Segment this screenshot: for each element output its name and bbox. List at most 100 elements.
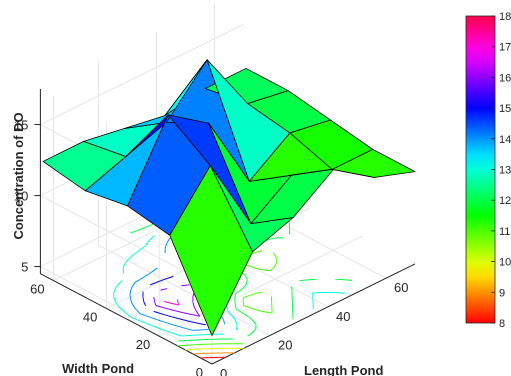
colorbar-tick-label: 18 [499, 11, 511, 23]
contour-segment [130, 285, 134, 290]
contour-segment [248, 293, 256, 297]
contour-segment [165, 314, 172, 318]
contour-segment [260, 310, 269, 313]
y-tick-label: 40 [83, 309, 97, 324]
contour-segment [124, 261, 127, 264]
contour-segment [187, 313, 195, 316]
contour-segment [141, 226, 148, 230]
contour-segment [157, 319, 163, 322]
contour-segment [142, 297, 145, 302]
contour-segment [125, 258, 130, 263]
colorbar-tick-label: 11 [499, 226, 510, 238]
contour-segment [243, 304, 250, 308]
contour-segment [194, 308, 197, 311]
contour-segment [184, 319, 191, 323]
surface-layer [42, 59, 416, 337]
contour-segment [173, 333, 176, 335]
contour-segment [122, 270, 125, 274]
z-tick-label: 15 [14, 118, 28, 133]
contour-segment [234, 304, 237, 310]
contour-segment [144, 242, 148, 247]
contour-segment [251, 251, 256, 254]
colorbar-ticks: 8 9 10 11 12 13 14 15 16 17 18 [491, 11, 511, 330]
contour-segment [197, 313, 201, 317]
contour-segment [272, 252, 277, 257]
contour-segment [197, 322, 205, 326]
surface-patch [331, 148, 416, 178]
contour-segment [275, 255, 278, 259]
contour-segment [147, 223, 153, 227]
y-tick-label: 20 [136, 337, 150, 352]
contour-segment [241, 272, 246, 277]
contour-segment [140, 245, 146, 250]
contour-segment [174, 310, 182, 313]
contour-segment [235, 308, 241, 313]
colorbar-tick-label: 16 [499, 72, 511, 84]
contour-segment [136, 309, 141, 314]
contour-segment [251, 329, 256, 334]
contour-segment [248, 306, 255, 310]
colorbar-tick-label: 14 [499, 134, 511, 146]
contour-segment [170, 302, 178, 306]
contour-segment [132, 281, 136, 287]
contour-segment [235, 290, 241, 295]
contour-segment [113, 287, 117, 292]
contour-segment [177, 318, 185, 321]
contour-segment [252, 266, 257, 269]
contour-segment [221, 317, 224, 321]
contour-segment [234, 319, 238, 324]
contour-segment [254, 323, 257, 326]
contour-segment [116, 283, 120, 287]
contour-segment [131, 302, 135, 307]
contour-segment [186, 328, 194, 331]
contour-segment [168, 308, 175, 312]
x-tick-label: 20 [278, 337, 292, 352]
contour-segment [150, 317, 157, 320]
contour-segment [195, 309, 199, 314]
contour-segment [235, 327, 238, 331]
contour-segment [129, 290, 132, 295]
contour-segment [181, 311, 184, 314]
contour-segment [243, 295, 250, 299]
contour-segment [131, 317, 138, 321]
contour-segment [127, 314, 132, 318]
contour-segment [228, 312, 233, 317]
contour-segment [274, 263, 277, 267]
contour-segment [153, 297, 156, 302]
contour-segment [133, 306, 136, 309]
contour-segment [171, 316, 179, 320]
contour-segment [139, 313, 146, 317]
contour-segment [190, 321, 198, 324]
contour-segment [244, 313, 250, 318]
contour-segment [239, 287, 244, 292]
contour-segment [226, 308, 229, 311]
contour-segment [181, 284, 188, 287]
contour-segment [115, 286, 117, 288]
contour-segment [246, 279, 248, 284]
contour-segment [255, 250, 263, 253]
contour-segment [158, 327, 165, 331]
contour-segment [183, 312, 188, 315]
contour-segment [167, 275, 174, 279]
contour-segment [275, 260, 278, 264]
contour-segment [135, 279, 141, 283]
contour-segment [148, 270, 154, 275]
colorbar-tick-label: 13 [499, 165, 511, 177]
contour-segment [254, 308, 258, 311]
contour-segment [163, 301, 171, 304]
contour-segment [181, 326, 187, 330]
contour-segment [258, 268, 267, 271]
contour-segment [168, 322, 175, 326]
contour-segment [123, 311, 128, 315]
contour-segment [150, 235, 155, 240]
z-tick-label: 10 [14, 189, 28, 204]
colorbar-tick-label: 15 [499, 103, 511, 115]
contour-segment [128, 254, 134, 259]
contour-segment [136, 248, 142, 253]
contour-segment [130, 230, 137, 234]
contour-segment [166, 238, 171, 243]
z-axis-label: Concentration of DO [11, 112, 26, 239]
contour-segment [136, 319, 141, 322]
y-tick-label: 60 [30, 282, 44, 297]
